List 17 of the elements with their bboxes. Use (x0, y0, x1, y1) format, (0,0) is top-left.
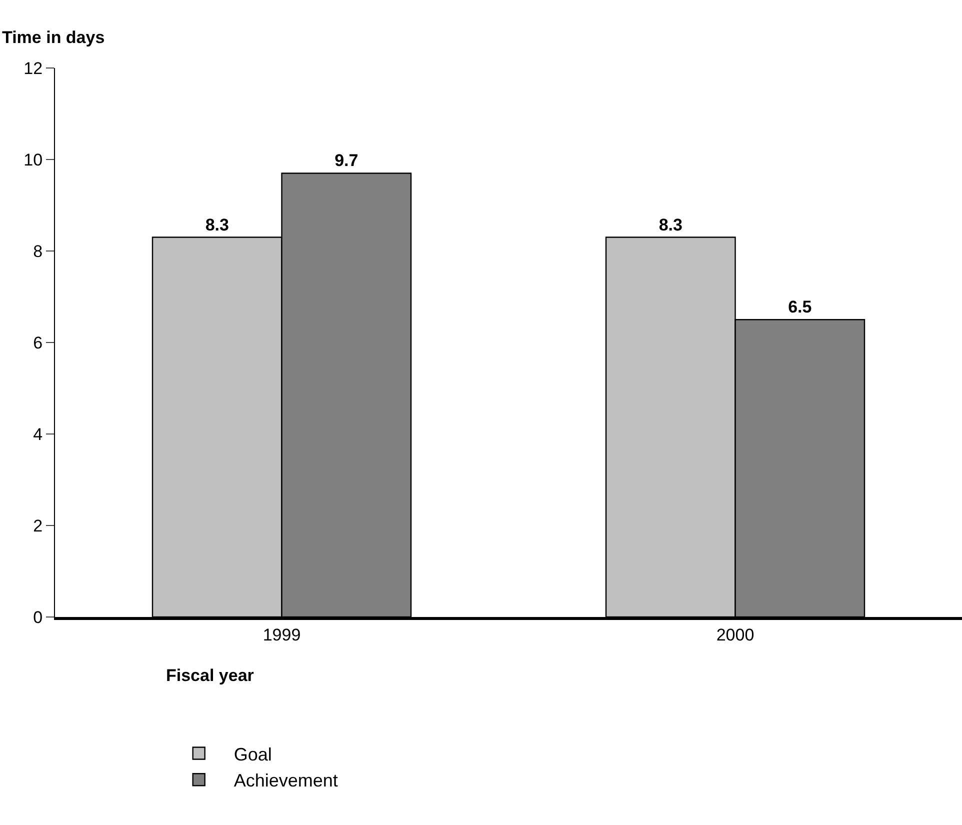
data-label: 8.3 (205, 215, 229, 234)
legend-label: Achievement (234, 770, 338, 791)
x-axis-title: Fiscal year (166, 666, 254, 685)
y-tick-label: 0 (33, 608, 43, 627)
y-tick-label: 2 (33, 516, 43, 536)
data-label: 8.3 (658, 215, 682, 234)
y-axis-title: Time in days (2, 28, 105, 47)
y-tick-label: 8 (33, 242, 43, 261)
x-tick-label: 2000 (716, 625, 754, 644)
x-tick-label: 1999 (262, 625, 301, 644)
data-label: 9.7 (334, 151, 358, 170)
data-label: 6.5 (788, 298, 812, 317)
y-tick-label: 12 (24, 58, 43, 78)
y-tick-label: 10 (24, 150, 43, 170)
y-tick-label: 6 (33, 333, 43, 352)
y-tick-label: 4 (33, 424, 43, 444)
legend-label: Goal (234, 744, 272, 764)
